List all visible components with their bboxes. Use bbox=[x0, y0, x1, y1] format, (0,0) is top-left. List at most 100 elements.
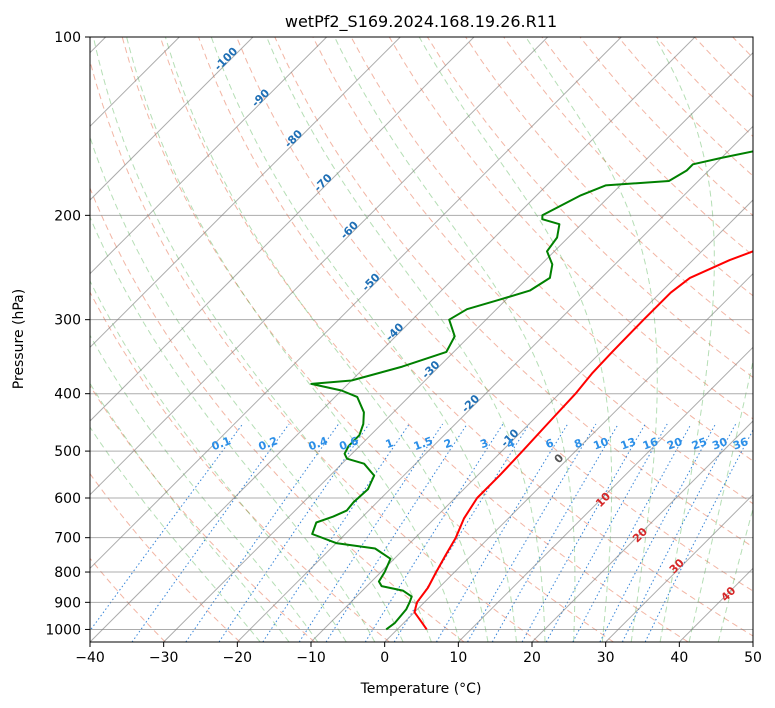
isotherm-line bbox=[457, 346, 753, 642]
mixing-ratio-label: 0.1 bbox=[210, 434, 233, 453]
y-tick-label: 300 bbox=[54, 313, 81, 329]
y-tick-label: 600 bbox=[54, 491, 81, 507]
dry-adiabat-line bbox=[312, 37, 753, 505]
isotherm-line bbox=[90, 37, 475, 422]
dry-adiabat-label: -50 bbox=[359, 270, 382, 293]
mixing-ratio-label: 4 bbox=[505, 436, 517, 451]
mixing-ratio-label: 30 bbox=[710, 435, 729, 453]
mixing-ratio-line bbox=[521, 423, 646, 642]
mixing-ratio-line bbox=[621, 423, 737, 642]
dry-adiabat-line bbox=[465, 37, 753, 338]
moist-adiabat-label: 30 bbox=[667, 556, 687, 576]
dry-adiabat-label: -40 bbox=[383, 320, 406, 343]
mixing-ratio-label: 1 bbox=[384, 436, 396, 451]
dry-adiabat-line bbox=[90, 186, 465, 642]
moist-adiabat-line bbox=[126, 37, 461, 642]
dry-adiabat-line bbox=[656, 37, 753, 138]
moist-adiabat-line bbox=[90, 382, 290, 642]
y-tick-label: 500 bbox=[54, 444, 81, 460]
mixing-ratio-line bbox=[435, 423, 569, 642]
mixing-ratio-line bbox=[90, 423, 244, 632]
mixing-ratio-label: 6 bbox=[544, 436, 556, 451]
y-tick-label: 1000 bbox=[45, 622, 81, 638]
x-tick-label: −10 bbox=[296, 650, 326, 666]
moist-adiabat-line bbox=[525, 37, 658, 642]
x-tick-label: 0 bbox=[380, 650, 389, 666]
isotherm-line bbox=[752, 641, 753, 642]
mixing-ratio-label: 25 bbox=[690, 435, 709, 452]
isotherm-line bbox=[90, 37, 328, 275]
moist-adiabat-line bbox=[90, 215, 376, 642]
dry-adiabat-line bbox=[694, 37, 753, 98]
x-tick-label: −40 bbox=[75, 650, 105, 666]
mixing-ratio-label: 8 bbox=[572, 436, 584, 451]
moist-adiabat-line bbox=[90, 135, 404, 642]
y-tick-label: 400 bbox=[54, 387, 81, 403]
moist-adiabat-line bbox=[654, 37, 715, 642]
dry-adiabat-line bbox=[541, 37, 753, 257]
isotherm-line bbox=[90, 37, 622, 570]
isotherm-line bbox=[90, 37, 696, 642]
x-axis-label: Temperature (°C) bbox=[360, 681, 482, 697]
dry-adiabat-label: -90 bbox=[249, 86, 272, 109]
moist-adiabat-line bbox=[92, 37, 432, 642]
mixing-ratio-line bbox=[131, 423, 290, 642]
moist-adiabat-line bbox=[210, 37, 517, 642]
mixing-ratio-label: 13 bbox=[619, 435, 638, 452]
moist-adiabat-line bbox=[164, 37, 489, 642]
dry-adiabat-line bbox=[90, 472, 241, 642]
x-tick-label: −20 bbox=[223, 650, 253, 666]
mixing-ratio-line bbox=[467, 423, 597, 642]
dry-adiabat-label: -80 bbox=[282, 127, 305, 150]
dry-adiabat-line bbox=[426, 37, 753, 378]
mixing-ratio-label: 3 bbox=[478, 436, 490, 451]
x-tick-label: −30 bbox=[149, 650, 179, 666]
x-tick-label: 10 bbox=[449, 650, 467, 666]
dry-adiabat-label: -30 bbox=[419, 358, 442, 381]
dry-adiabat-label: -20 bbox=[459, 392, 482, 415]
y-tick-label: 100 bbox=[54, 30, 81, 46]
mixing-ratio-line bbox=[599, 423, 716, 642]
dry-adiabat-line bbox=[90, 291, 390, 642]
mixing-ratio-line bbox=[298, 423, 444, 642]
plot-frame bbox=[89, 36, 754, 643]
dry-adiabat-line bbox=[274, 37, 753, 548]
mixing-ratio-label: 2 bbox=[442, 436, 454, 451]
x-tick-label: 20 bbox=[523, 650, 541, 666]
mixing-ratio-line bbox=[325, 423, 468, 642]
x-tick-label: 30 bbox=[597, 650, 615, 666]
mixing-ratio-label: 0.4 bbox=[307, 434, 330, 453]
dry-adiabat-line bbox=[90, 59, 540, 642]
moist-adiabat-line bbox=[90, 279, 347, 642]
mixing-ratio-label: 0.2 bbox=[257, 434, 280, 453]
moist-adiabat-label: 0 bbox=[552, 451, 567, 466]
dry-adiabat-label: -70 bbox=[312, 171, 335, 194]
isotherm-line bbox=[236, 125, 753, 642]
isotherm-line bbox=[384, 272, 753, 642]
y-tick-label: 800 bbox=[54, 565, 81, 581]
dry-adiabat-line bbox=[236, 37, 753, 592]
dry-adiabat-line bbox=[388, 37, 753, 420]
dewpoint-profile-line bbox=[310, 150, 753, 631]
mixing-ratio-label: 1.5 bbox=[412, 434, 435, 453]
mixing-ratio-label: 10 bbox=[592, 435, 611, 453]
y-tick-label: 200 bbox=[54, 208, 81, 224]
y-axis-label: Pressure (hPa) bbox=[11, 289, 27, 389]
temperature-profile-line bbox=[413, 250, 753, 630]
isotherm-line bbox=[90, 37, 549, 496]
moist-adiabat-line bbox=[90, 334, 319, 642]
dry-adiabat-line bbox=[90, 384, 316, 642]
mixing-ratio-line bbox=[185, 423, 340, 642]
dry-adiabat-line bbox=[121, 37, 614, 642]
mixing-ratio-line bbox=[218, 423, 370, 642]
y-tick-label: 900 bbox=[54, 595, 81, 611]
mixing-ratio-label: 36 bbox=[731, 435, 750, 453]
dry-adiabat-line bbox=[503, 37, 753, 297]
mixing-ratio-label: 16 bbox=[641, 435, 660, 453]
y-tick-label: 700 bbox=[54, 531, 81, 547]
moist-adiabat-line bbox=[717, 506, 753, 642]
isotherm-line bbox=[531, 420, 753, 642]
dry-adiabat-label: -60 bbox=[338, 218, 361, 241]
moist-adiabat-line bbox=[418, 37, 613, 642]
